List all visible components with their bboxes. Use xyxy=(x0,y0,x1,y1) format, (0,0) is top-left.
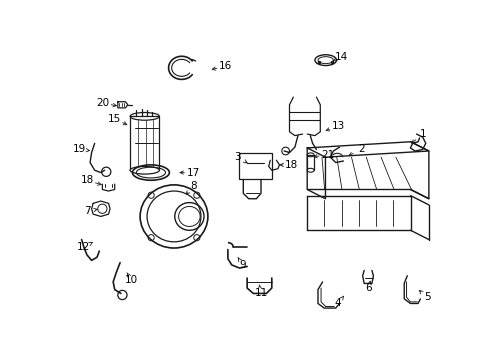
Text: 20: 20 xyxy=(96,98,109,108)
Bar xyxy=(306,155,313,170)
Text: 18: 18 xyxy=(285,160,298,170)
Text: 1: 1 xyxy=(419,129,425,139)
Text: 5: 5 xyxy=(423,292,430,302)
Text: 13: 13 xyxy=(331,121,344,131)
Text: 11: 11 xyxy=(254,288,267,298)
Text: 8: 8 xyxy=(189,181,196,191)
Text: 2: 2 xyxy=(357,144,364,154)
Text: 19: 19 xyxy=(73,144,86,154)
Text: 17: 17 xyxy=(186,167,200,177)
Ellipse shape xyxy=(306,168,313,172)
Text: 21: 21 xyxy=(321,150,334,160)
Text: 3: 3 xyxy=(234,152,241,162)
Ellipse shape xyxy=(130,166,159,174)
Text: 7: 7 xyxy=(83,206,90,216)
Text: 16: 16 xyxy=(219,61,232,71)
Bar xyxy=(130,116,159,170)
Text: 14: 14 xyxy=(334,52,347,62)
Text: 10: 10 xyxy=(125,275,138,285)
Text: 15: 15 xyxy=(108,114,121,123)
Text: 6: 6 xyxy=(365,283,371,293)
Text: 18: 18 xyxy=(80,175,93,185)
Text: 9: 9 xyxy=(239,260,245,270)
Text: 4: 4 xyxy=(334,298,341,309)
Text: 12: 12 xyxy=(77,242,90,252)
Bar xyxy=(239,153,271,180)
